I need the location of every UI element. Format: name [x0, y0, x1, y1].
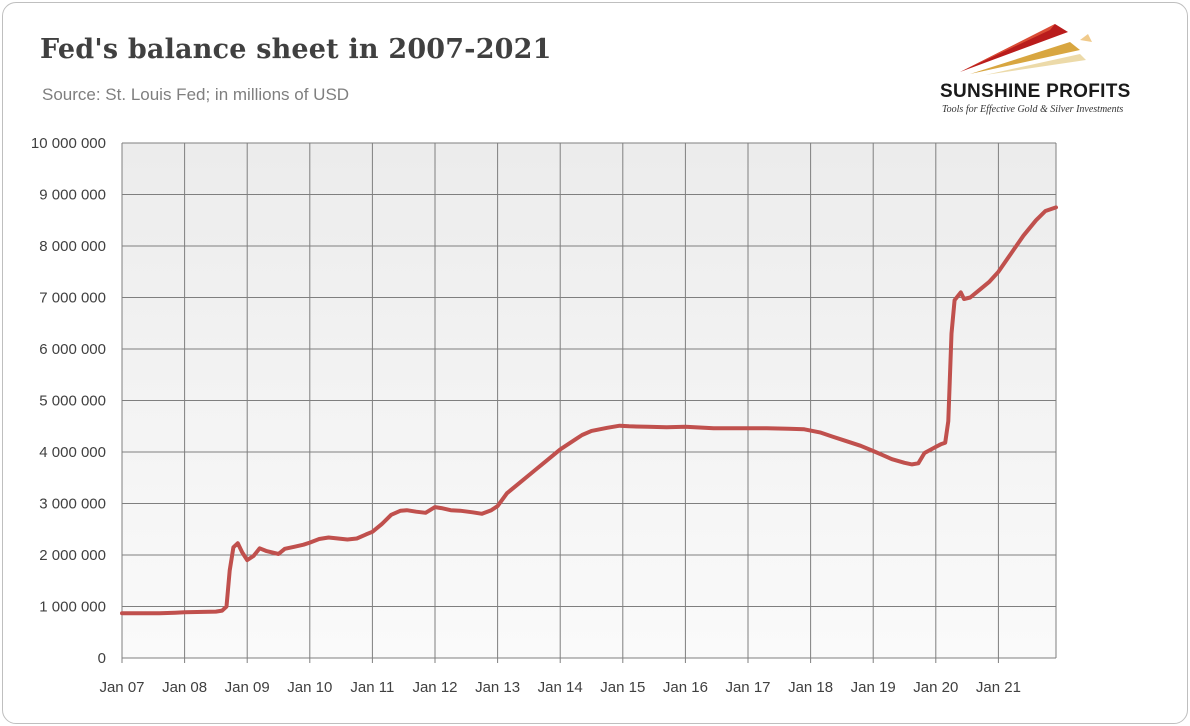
series-layer	[120, 205, 1058, 616]
x-tick-label: Jan 08	[162, 679, 207, 696]
x-tick-label: Jan 12	[412, 679, 457, 696]
axes	[121, 657, 1056, 663]
y-axis-tick-labels: 0 1 000 000 2 000 000 3 000 000 4 000 000 5 0…	[31, 135, 106, 667]
x-tick-label: Jan 07	[99, 679, 144, 696]
y-tick-label: 4 000 000	[39, 444, 106, 461]
x-tick-label: Jan 14	[538, 679, 583, 696]
y-tick-label: 3 000 000	[39, 496, 106, 513]
y-tick-label: 10 000 000	[31, 135, 106, 152]
gridlines	[121, 142, 1057, 658]
y-tick-label: 0	[98, 650, 106, 667]
x-tick-label: Jan 20	[913, 679, 958, 696]
y-tick-label: 6 000 000	[39, 341, 106, 358]
logo-tagline: Tools for Effective Gold & Silver Invest…	[942, 104, 1124, 115]
y-tick-label: 5 000 000	[39, 393, 106, 410]
chart-title: Fed's balance sheet in 2007-2021	[40, 34, 552, 65]
x-tick-label: Jan 19	[851, 679, 896, 696]
x-tick-label: Jan 10	[287, 679, 332, 696]
x-tick-label: Jan 18	[788, 679, 833, 696]
y-tick-label: 2 000 000	[39, 547, 106, 564]
sunshine-profits-logo: SUNSHINE PROFITS Tools for Effective Gol…	[930, 20, 1170, 120]
chart-subtitle: Source: St. Louis Fed; in millions of US…	[42, 85, 350, 104]
x-tick-label: Jan 11	[350, 679, 394, 696]
x-tick-label: Jan 17	[725, 679, 770, 696]
y-tick-label: 9 000 000	[39, 187, 106, 204]
logo-name: SUNSHINE PROFITS	[940, 81, 1131, 102]
x-tick-label: Jan 09	[225, 679, 270, 696]
x-tick-label: Jan 21	[976, 679, 1021, 696]
x-axis-tick-labels: Jan 07 Jan 08 Jan 09 Jan 10 Jan 11 Jan 12 Jan …	[99, 679, 1020, 696]
logo-swoosh-icon	[960, 24, 1092, 75]
x-tick-label: Jan 15	[600, 679, 645, 696]
x-tick-label: Jan 13	[475, 679, 520, 696]
y-tick-label: 8 000 000	[39, 238, 106, 255]
y-tick-label: 7 000 000	[39, 290, 106, 307]
x-tick-label: Jan 16	[663, 679, 708, 696]
y-tick-label: 1 000 000	[39, 599, 106, 616]
